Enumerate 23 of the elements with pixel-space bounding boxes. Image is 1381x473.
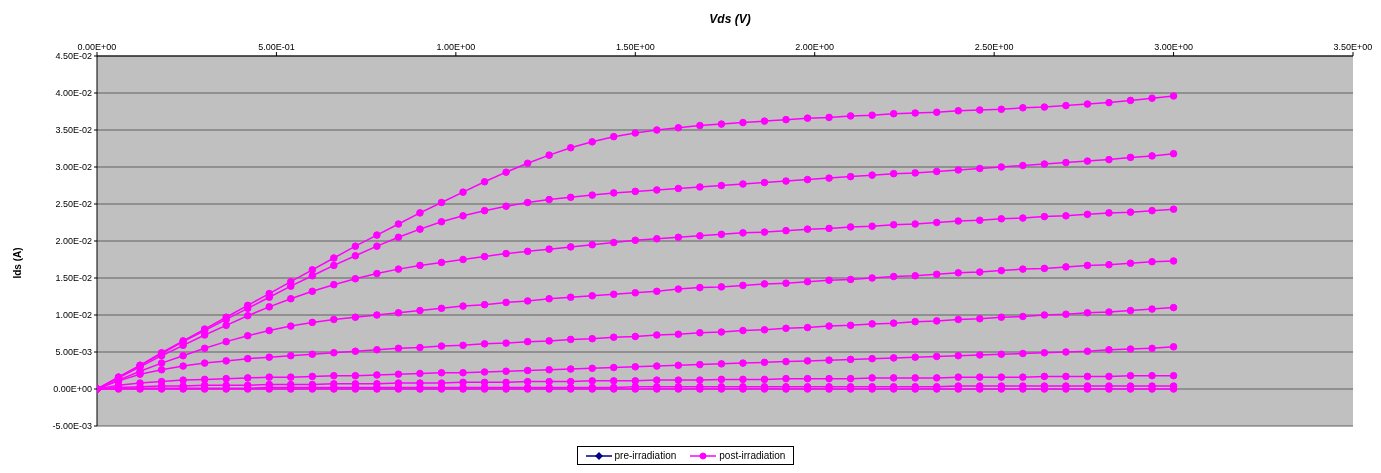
y-tick-label: 3.50E-02 bbox=[55, 125, 92, 136]
y-tick-label: -5.00E-03 bbox=[52, 421, 92, 432]
y-tick-label: 5.00E-03 bbox=[55, 347, 92, 358]
y-tick-label: 4.50E-02 bbox=[55, 51, 92, 62]
y-tick-label: 1.00E-02 bbox=[55, 310, 92, 321]
y-axis-title: Ids (A) bbox=[11, 247, 23, 279]
y-tick-label: 2.50E-02 bbox=[55, 199, 92, 210]
x-tick-label: 0.00E+00 bbox=[77, 42, 117, 52]
x-tick-label: 1.00E+00 bbox=[436, 42, 476, 52]
x-tick-label: 5.00E-01 bbox=[258, 42, 295, 52]
x-tick-label: 2.00E+00 bbox=[795, 42, 835, 52]
x-tick-label: 3.00E+00 bbox=[1154, 42, 1193, 52]
y-tick-label: 4.00E-02 bbox=[55, 88, 92, 99]
legend-label: pre-irradiation bbox=[614, 450, 677, 461]
x-axis-title: Vds (V) bbox=[708, 12, 752, 26]
x-tick-label: 3.50E+00 bbox=[1333, 42, 1373, 52]
y-tick-label: 1.50E-02 bbox=[55, 273, 92, 284]
y-tick-label: 3.00E-02 bbox=[55, 162, 92, 173]
legend-label: post-irradiation bbox=[719, 450, 786, 461]
y-tick-label: 0.00E+00 bbox=[53, 384, 92, 395]
x-tick-label: 1.50E+00 bbox=[615, 42, 655, 52]
y-tick-label: 2.00E-02 bbox=[55, 236, 92, 247]
x-tick-label: 2.50E+00 bbox=[974, 42, 1014, 52]
